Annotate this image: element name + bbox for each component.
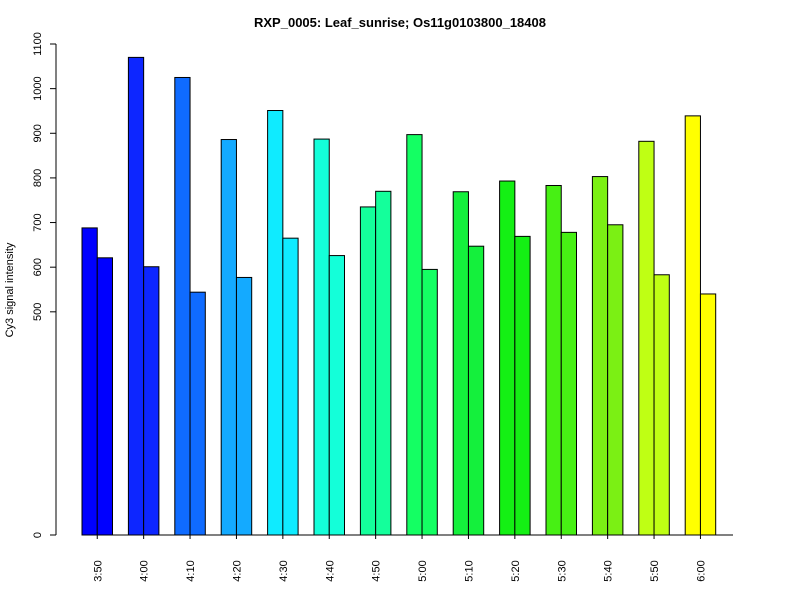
bar-600-1 (684, 115, 701, 536)
bar-410-1 (174, 76, 191, 536)
x-tick-label: 3:50 (92, 560, 104, 581)
bar-600-2 (699, 293, 717, 536)
bars (81, 56, 717, 536)
bar-520-1 (499, 180, 516, 536)
bar-500-2 (421, 268, 438, 536)
x-tick-label: 5:30 (556, 560, 568, 581)
y-tick-label: 800 (32, 169, 44, 187)
bar-400-2 (143, 266, 160, 536)
bar-540-1 (591, 176, 609, 536)
bar-430-1 (267, 110, 284, 536)
y-tick-label: 600 (32, 258, 44, 276)
y-axis-label: Cy3 signal intensity (4, 242, 16, 337)
y-axis: 0 500 600 700 800 900 1000 1100 (32, 32, 57, 538)
x-tick-label: 4:50 (371, 560, 383, 581)
bar-420-2 (235, 276, 253, 536)
bar-440-1 (313, 138, 330, 536)
x-tick-label: 6:00 (695, 560, 707, 581)
bar-450-1 (359, 206, 377, 536)
x-tick-label: 4:10 (185, 560, 197, 581)
x-tick-label: 4:20 (231, 560, 243, 581)
bar-510-1 (452, 191, 469, 536)
y-tick-label: 900 (32, 124, 44, 142)
x-tick-label: 5:20 (510, 560, 522, 581)
x-tick-label: 4:30 (278, 560, 290, 581)
y-tick-label: 1100 (32, 32, 44, 56)
bar-440-2 (328, 255, 345, 536)
bar-530-1 (545, 184, 562, 536)
y-tick-label: 700 (32, 213, 44, 231)
chart-title: RXP_0005: Leaf_sunrise; Os11g0103800_184… (254, 15, 546, 30)
bar-520-2 (514, 235, 531, 536)
x-tick-label: 5:00 (417, 560, 429, 581)
bar-430-2 (282, 237, 299, 536)
y-tick-label: 1000 (32, 76, 44, 100)
y-tick-label: 500 (32, 303, 44, 321)
x-tick-label: 4:40 (324, 560, 336, 581)
bar-500-1 (406, 134, 423, 536)
x-axis: 3:50 4:00 4:10 4:20 4:30 4:40 4:50 5:00 5:10 5:20… (82, 534, 733, 582)
y-tick-label: 0 (32, 532, 44, 538)
bar-450-2 (375, 190, 392, 536)
bar-410-2 (189, 291, 206, 536)
bar-420-1 (220, 139, 237, 536)
x-tick-label: 5:40 (603, 560, 615, 581)
bar-550-1 (638, 140, 655, 536)
x-tick-label: 5:10 (463, 560, 475, 581)
bar-350-2 (96, 257, 113, 536)
bar-530-2 (560, 231, 577, 536)
bar-550-2 (653, 274, 670, 536)
bar-400-1 (127, 56, 145, 536)
x-tick-label: 5:50 (649, 560, 661, 581)
bar-350-1 (81, 227, 98, 536)
bar-510-2 (467, 245, 485, 536)
bar-540-2 (607, 224, 624, 536)
x-tick-label: 4:00 (139, 560, 151, 581)
